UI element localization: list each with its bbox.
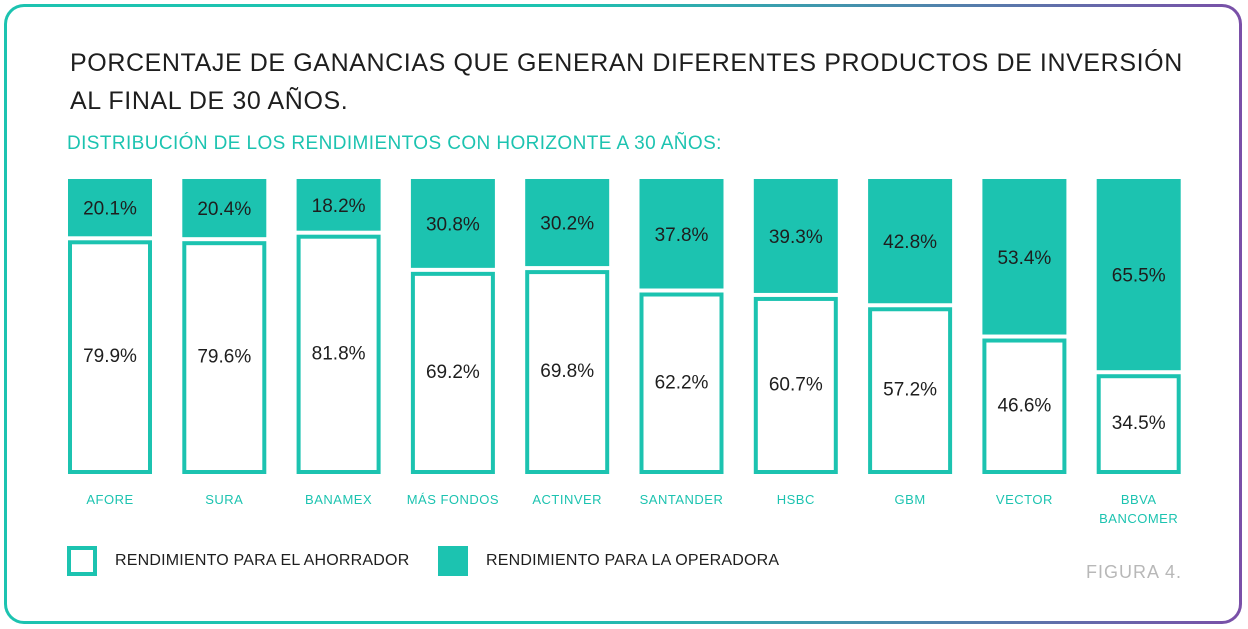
bar-operator (1096, 179, 1181, 371)
bar-operator (525, 179, 610, 267)
legend-label-operator: RENDIMIENTO PARA LA OPERADORA (486, 552, 780, 569)
bar-operator (868, 179, 953, 304)
data-label-saver: 79.9% (83, 346, 137, 367)
data-label-saver: 69.8% (540, 361, 594, 382)
category-label: AFORE (86, 492, 133, 507)
data-label-saver: 60.7% (769, 374, 823, 395)
bar-saver (1096, 374, 1181, 475)
bar-saver (525, 270, 610, 474)
legend-swatch-operator (438, 546, 468, 576)
category-label: BANCOMER (1099, 511, 1178, 526)
data-label-operator: 30.8% (426, 214, 480, 235)
bar-operator (296, 179, 381, 231)
data-label-operator: 37.8% (655, 225, 709, 246)
data-label-operator: 20.4% (197, 199, 251, 220)
data-label-operator: 42.8% (883, 232, 937, 253)
data-label-saver: 69.2% (426, 362, 480, 383)
legend-swatch-saver (67, 546, 97, 576)
data-label-operator: 18.2% (312, 196, 366, 217)
bar-saver (182, 241, 267, 474)
bar-saver (868, 307, 953, 475)
data-label-saver: 34.5% (1112, 413, 1166, 434)
bar-operator (182, 179, 267, 238)
category-label: BANAMEX (305, 492, 372, 507)
bar-saver (639, 292, 724, 475)
data-label-saver: 79.6% (197, 347, 251, 368)
data-label-operator: 39.3% (769, 227, 823, 248)
figure-label: FIGURA 4. (1085, 562, 1182, 582)
data-label-saver: 81.8% (312, 343, 366, 364)
bar-saver (296, 234, 381, 474)
category-label: GBM (895, 492, 926, 507)
data-label-saver: 62.2% (655, 372, 709, 393)
legend-label-saver: RENDIMIENTO PARA EL AHORRADOR (115, 552, 410, 569)
category-label: SURA (205, 492, 243, 507)
data-label-operator: 30.2% (540, 214, 594, 235)
category-label: BBVA (1121, 492, 1157, 507)
category-label: MÁS FONDOS (407, 492, 499, 507)
category-label: VECTOR (996, 492, 1053, 507)
category-label: ACTINVER (532, 492, 602, 507)
bar-operator (639, 179, 724, 289)
legend-item-operator: RENDIMIENTO PARA LA OPERADORA (438, 546, 779, 576)
category-label: HSBC (777, 492, 815, 507)
data-label-saver: 57.2% (883, 380, 937, 401)
bar-operator (68, 179, 152, 237)
chart-subtitle: DISTRIBUCIÓN DE LOS RENDIMIENTOS CON HOR… (67, 133, 722, 154)
bar-operator (753, 179, 838, 293)
legend-item-saver: RENDIMIENTO PARA EL AHORRADOR (67, 546, 409, 576)
bar-saver (68, 240, 152, 474)
bar-saver (410, 271, 495, 474)
data-label-operator: 20.1% (83, 199, 137, 220)
data-label-saver: 46.6% (997, 395, 1051, 416)
chart-title: PORCENTAJE DE GANANCIAS QUE GENERAN DIFE… (70, 49, 1183, 115)
bar-saver (982, 338, 1067, 474)
data-label-operator: 65.5% (1112, 266, 1166, 287)
bar-saver (753, 296, 838, 474)
bar-operator (982, 179, 1067, 335)
category-label: SANTANDER (640, 492, 724, 507)
data-label-operator: 53.4% (997, 248, 1051, 269)
bar-operator (410, 179, 495, 268)
